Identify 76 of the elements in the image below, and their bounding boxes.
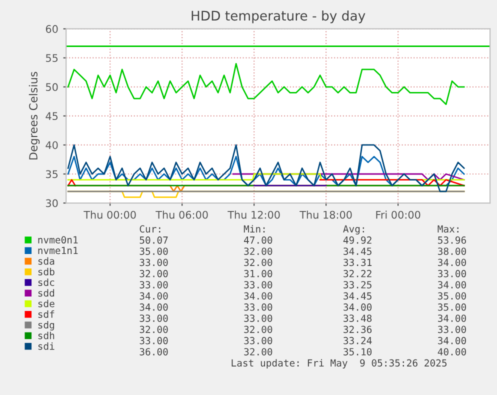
legend-label: sdc <box>38 278 54 286</box>
legend-label: sdg <box>38 321 54 330</box>
x-tick-label: Thu 18:00 <box>300 210 352 219</box>
text: 34.00 <box>344 303 372 311</box>
text: 33.00 <box>140 281 168 288</box>
text: 33.24 <box>344 336 372 344</box>
legend-label: nvme0n1 <box>38 236 78 244</box>
x-tick-label: Thu 12:00 <box>228 210 280 219</box>
text: 33.00 <box>244 303 272 311</box>
text: 34.00 <box>438 258 466 266</box>
y-tick-label: 40 <box>46 141 58 150</box>
legend-label: sde <box>38 300 54 308</box>
text: 35.10 <box>344 348 372 356</box>
text: 40.00 <box>438 348 466 356</box>
text: Last update: Fri May 9 05:35:26 2025 <box>232 359 447 368</box>
text: 35.00 <box>438 292 466 300</box>
x-tick-label: Thu 00:00 <box>84 210 136 219</box>
text: 53.96 <box>438 236 466 244</box>
text: 34.00 <box>438 314 466 322</box>
text: 32.00 <box>140 270 168 278</box>
text: 34.00 <box>438 281 466 288</box>
x-tick-label: Fri 00:00 <box>376 210 420 219</box>
text: 33.00 <box>140 258 168 266</box>
text: 33.00 <box>438 326 466 334</box>
text: 32.00 <box>244 348 272 356</box>
text: 49.92 <box>343 236 372 244</box>
text: 35.00 <box>438 303 466 311</box>
text: 33.00 <box>244 336 272 344</box>
y-tick-label: 50 <box>46 83 58 92</box>
text: 47.00 <box>244 236 272 244</box>
text: 33.48 <box>344 314 372 322</box>
text: 33.00 <box>244 314 272 322</box>
y-axis-title: Degrees Celsius <box>28 72 40 160</box>
text: 50.07 <box>140 236 168 244</box>
text: 34.45 <box>344 248 372 255</box>
legend-label: sdf <box>38 310 54 318</box>
y-tick-label: 35 <box>46 170 58 178</box>
text: 33.00 <box>140 314 168 322</box>
legend-label: sdb <box>38 268 54 276</box>
text: 32.36 <box>344 326 372 334</box>
text: 38.00 <box>438 248 466 255</box>
legend-label: sda <box>38 257 54 265</box>
text: 34.00 <box>438 336 466 344</box>
legend-label: sdh <box>38 332 54 340</box>
text: Min: <box>244 225 265 232</box>
text: Cur: <box>140 225 160 233</box>
text: 32.00 <box>244 326 272 334</box>
legend-label: sdd <box>38 289 54 297</box>
text: 32.22 <box>344 270 372 278</box>
y-tick-label: 55 <box>46 54 58 62</box>
text: 33.31 <box>344 258 372 266</box>
text: 31.00 <box>244 270 272 278</box>
text: 33.25 <box>344 281 372 288</box>
text: 36.00 <box>140 348 168 356</box>
text: 34.45 <box>344 292 372 300</box>
text: 33.00 <box>140 336 168 344</box>
text: 33.00 <box>438 270 466 278</box>
text: Avg: <box>343 225 364 234</box>
text: 33.00 <box>244 281 272 288</box>
chart-title: HDD temperature - by day <box>192 10 366 24</box>
text: 34.00 <box>244 292 272 300</box>
text: 32.00 <box>140 326 168 334</box>
text: 34.00 <box>140 303 168 311</box>
line-series <box>67 62 465 106</box>
text: 34.00 <box>140 292 168 300</box>
x-tick-label: Thu 06:00 <box>156 210 208 219</box>
line-series <box>67 144 465 192</box>
text: Max: <box>438 225 458 233</box>
legend-label: sdi <box>38 342 54 350</box>
legend-label: nvme1n1 <box>38 246 78 254</box>
text: 32.00 <box>244 248 272 255</box>
y-tick-label: 60 <box>46 25 58 33</box>
y-tick-label: 30 <box>46 199 58 208</box>
text: 35.00 <box>140 248 168 255</box>
y-tick-label: 45 <box>46 112 58 120</box>
text: 32.00 <box>244 258 272 266</box>
